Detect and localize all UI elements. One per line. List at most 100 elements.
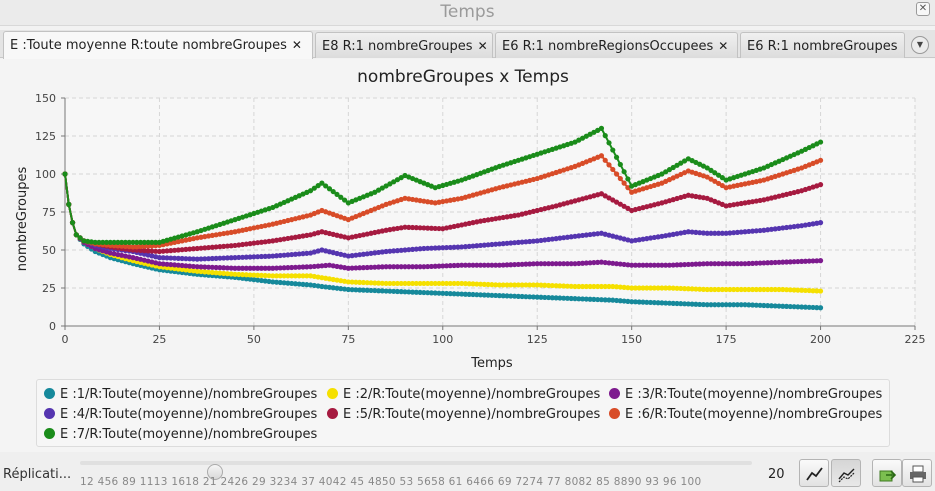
data-point [73,232,79,238]
data-point [455,244,461,250]
data-point [103,239,110,245]
data-point [651,262,657,268]
data-point [602,133,608,139]
data-point [704,230,710,236]
data-point [640,299,646,305]
data-point [700,301,707,308]
data-point [88,239,95,245]
data-point [266,253,272,259]
data-point [153,239,159,245]
data-point [670,285,676,291]
data-point [406,280,412,287]
data-point [387,248,393,254]
data-point [213,264,219,271]
data-point [421,225,427,231]
data-point [323,183,329,189]
legend-item[interactable]: E :5/R:Toute(moyenne)/nombreGroupes [327,407,600,422]
data-point [613,199,620,205]
tab-e6-nombregroupes[interactable]: E6 R:1 nombreGroupes ✕ [740,32,905,58]
data-point [572,283,578,290]
legend-label: E :6/R:Toute(moyenne)/nombreGroupes [625,407,883,422]
data-point [258,239,265,245]
data-point [413,246,419,252]
tab-e6-nombreregions[interactable]: E6 R:1 nombreRegionsOccupees ✕ [495,32,738,58]
data-point [130,239,136,245]
data-point [66,201,72,207]
legend-dot-icon [609,408,620,419]
legend-item[interactable]: E :3/R:Toute(moyenne)/nombreGroupes [609,387,882,402]
data-point [681,301,688,307]
data-point [712,286,718,293]
data-point [194,268,200,274]
data-point [126,239,132,245]
data-point [183,263,189,269]
data-point [409,224,416,231]
data-point [149,248,155,254]
data-point [508,282,514,288]
data-point [617,201,623,207]
data-point [270,265,276,271]
data-point [183,267,189,273]
tab-close-icon[interactable]: ✕ [291,38,302,52]
data-point [802,304,809,310]
window-close-icon[interactable]: ✕ [916,2,930,16]
data-point [292,264,299,270]
data-point [799,258,805,264]
data-point [666,262,673,268]
data-point [636,285,642,291]
data-point [674,162,680,168]
data-point [553,295,559,301]
legend-item[interactable]: E :1/R:Toute(moyenne)/nombreGroupes [44,387,317,402]
export-button[interactable] [872,459,902,487]
data-point [787,303,793,310]
data-point [610,260,616,266]
replication-slider[interactable] [80,461,752,480]
legend-item[interactable]: E :4/R:Toute(moyenne)/nombreGroupes [44,407,317,422]
data-point [277,265,283,271]
legend-item[interactable]: E :2/R:Toute(moyenne)/nombreGroupes [327,387,600,402]
data-point [315,183,321,189]
data-point [474,262,480,268]
data-point [776,286,782,293]
data-point [806,304,812,310]
tab-bar: E :Toute moyenne R:toute nombreGroupes ✕ … [0,30,935,59]
data-point [413,289,419,295]
data-point [402,264,408,270]
data-point [772,259,778,266]
line-chart-button[interactable] [799,459,829,487]
data-point [292,251,299,257]
tab-close-icon[interactable]: ✕ [903,39,904,53]
data-point [477,262,484,268]
chevron-down-icon[interactable]: ▼ [911,36,929,54]
data-point [232,255,238,261]
data-point [311,185,317,191]
data-point [357,279,363,285]
data-point [742,286,748,293]
data-point [262,278,268,284]
data-point [545,294,552,301]
data-point [587,231,593,238]
data-point [77,235,83,241]
tab-toute-moyenne[interactable]: E :Toute moyenne R:toute nombreGroupes ✕ [3,31,313,59]
data-point [564,234,571,240]
scatter-chart-button[interactable] [831,459,861,487]
print-button[interactable] [902,459,932,487]
data-point [141,239,147,245]
data-point [613,261,620,267]
data-point [530,282,537,288]
data-point [485,281,491,288]
tab-close-icon[interactable]: ✕ [718,39,729,53]
data-point [553,283,559,289]
slider-thumb[interactable] [207,464,223,480]
data-point [379,264,385,270]
tab-e8-nombregroupes[interactable]: E8 R:1 nombreGroupes ✕ [315,32,493,58]
data-point [795,258,801,265]
data-point [719,286,725,293]
legend-item[interactable]: E :7/R:Toute(moyenne)/nombreGroupes [44,427,317,442]
data-point [372,280,378,286]
data-point [277,273,283,279]
data-point [443,280,450,287]
data-point [353,252,359,258]
legend-item[interactable]: E :6/R:Toute(moyenne)/nombreGroupes [609,407,882,422]
tab-close-icon[interactable]: ✕ [477,39,488,53]
